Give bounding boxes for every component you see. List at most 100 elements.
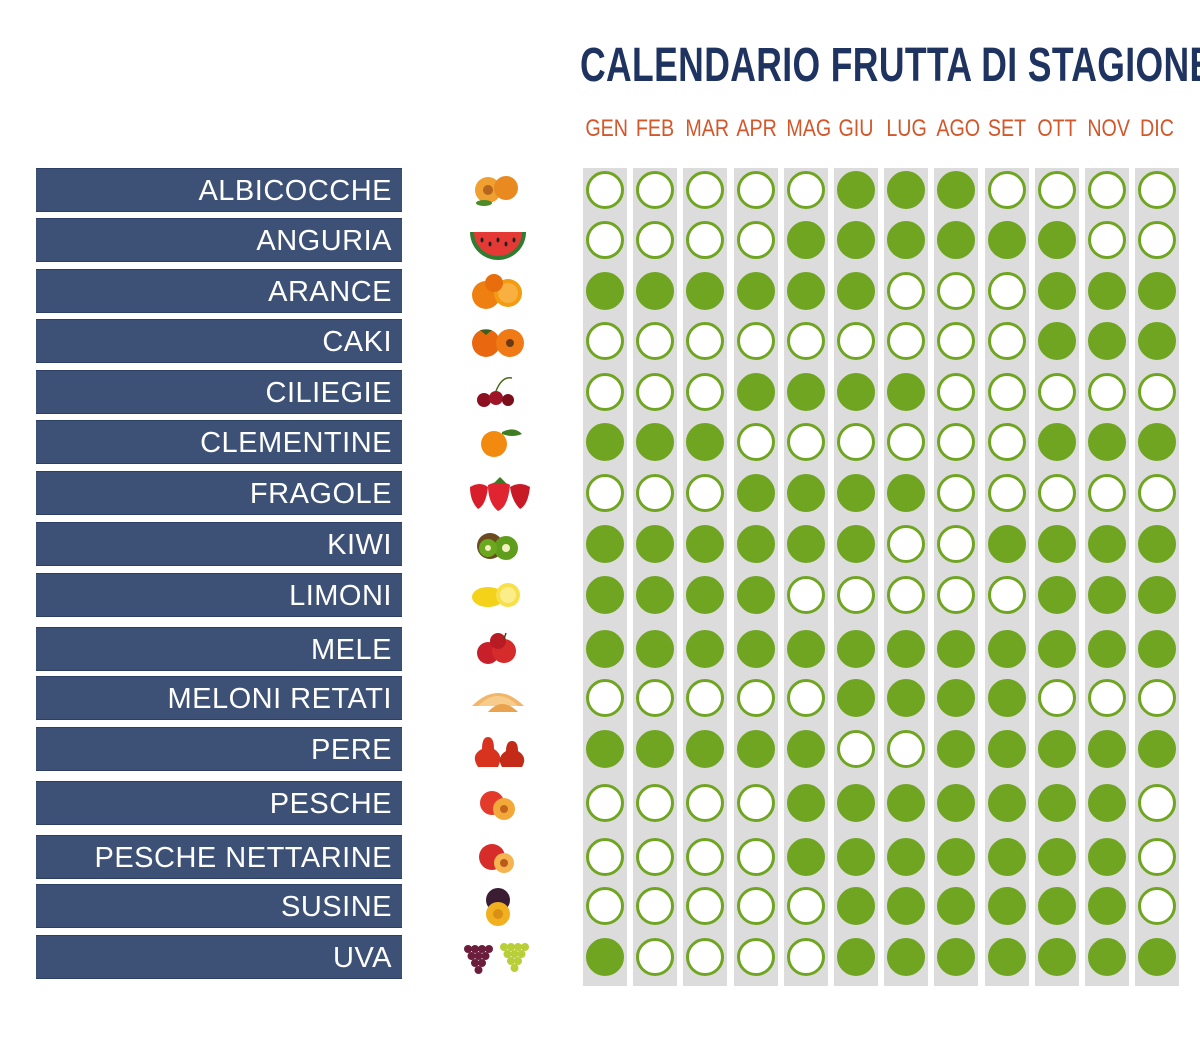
out-of-season-dot	[937, 576, 976, 614]
in-season-dot	[736, 630, 775, 668]
in-season-dot	[1088, 630, 1126, 668]
out-of-season-dot	[736, 838, 775, 876]
out-of-season-dot	[1088, 679, 1126, 717]
in-season-dot	[937, 171, 976, 209]
in-season-dot	[1037, 938, 1076, 976]
cherry-icon	[458, 370, 538, 414]
in-season-dot	[987, 630, 1026, 668]
in-season-dot	[1037, 838, 1076, 876]
fruit-row-label: CAKI	[36, 319, 402, 363]
in-season-dot	[686, 576, 725, 614]
in-season-dot	[1138, 272, 1177, 310]
out-of-season-dot	[987, 474, 1026, 512]
out-of-season-dot	[586, 322, 624, 360]
fruit-row-label: ARANCE	[36, 269, 402, 313]
out-of-season-dot	[1088, 373, 1126, 411]
out-of-season-dot	[987, 322, 1026, 360]
out-of-season-dot	[786, 171, 825, 209]
in-season-dot	[1138, 630, 1177, 668]
out-of-season-dot	[636, 171, 675, 209]
in-season-dot	[837, 272, 875, 310]
fruit-name: FRAGOLE	[249, 478, 392, 510]
in-season-dot	[837, 525, 875, 563]
grape-icon	[458, 935, 538, 979]
out-of-season-dot	[736, 171, 775, 209]
out-of-season-dot	[686, 679, 725, 717]
in-season-dot	[786, 373, 825, 411]
out-of-season-dot	[887, 423, 926, 461]
fruit-row-label: PERE	[36, 727, 402, 771]
melon-icon	[458, 676, 538, 720]
out-of-season-dot	[686, 784, 725, 822]
in-season-dot	[837, 838, 875, 876]
in-season-dot	[586, 525, 624, 563]
out-of-season-dot	[987, 423, 1026, 461]
in-season-dot	[1037, 221, 1076, 259]
fruit-name: CAKI	[322, 326, 392, 358]
out-of-season-dot	[636, 887, 675, 925]
month-label: NOV	[1087, 115, 1130, 142]
in-season-dot	[937, 630, 976, 668]
in-season-dot	[786, 525, 825, 563]
fruit-row-label: FRAGOLE	[36, 471, 402, 515]
out-of-season-dot	[837, 322, 875, 360]
out-of-season-dot	[786, 887, 825, 925]
in-season-dot	[887, 679, 926, 717]
in-season-dot	[1037, 423, 1076, 461]
in-season-dot	[1138, 576, 1177, 614]
out-of-season-dot	[686, 938, 725, 976]
out-of-season-dot	[586, 838, 624, 876]
in-season-dot	[586, 730, 624, 768]
out-of-season-dot	[686, 887, 725, 925]
out-of-season-dot	[786, 938, 825, 976]
out-of-season-dot	[736, 887, 775, 925]
lemon-icon	[458, 573, 538, 617]
out-of-season-dot	[636, 938, 675, 976]
out-of-season-dot	[736, 679, 775, 717]
in-season-dot	[937, 221, 976, 259]
in-season-dot	[987, 938, 1026, 976]
strawberry-icon	[458, 471, 538, 515]
in-season-dot	[636, 630, 675, 668]
out-of-season-dot	[736, 423, 775, 461]
out-of-season-dot	[586, 679, 624, 717]
in-season-dot	[987, 887, 1026, 925]
in-season-dot	[837, 887, 875, 925]
fruit-row-label: MELE	[36, 627, 402, 671]
apple-icon	[458, 627, 538, 671]
month-label: FEB	[636, 115, 675, 142]
nectarine-icon	[458, 835, 538, 879]
in-season-dot	[686, 423, 725, 461]
in-season-dot	[786, 272, 825, 310]
out-of-season-dot	[1037, 171, 1076, 209]
out-of-season-dot	[786, 322, 825, 360]
out-of-season-dot	[586, 373, 624, 411]
out-of-season-dot	[1037, 474, 1076, 512]
in-season-dot	[937, 679, 976, 717]
in-season-dot	[1037, 576, 1076, 614]
out-of-season-dot	[1138, 474, 1177, 512]
out-of-season-dot	[987, 576, 1026, 614]
plum-icon	[458, 884, 538, 928]
out-of-season-dot	[736, 784, 775, 822]
in-season-dot	[837, 373, 875, 411]
in-season-dot	[736, 576, 775, 614]
out-of-season-dot	[736, 938, 775, 976]
in-season-dot	[786, 730, 825, 768]
in-season-dot	[837, 630, 875, 668]
out-of-season-dot	[887, 576, 926, 614]
out-of-season-dot	[837, 576, 875, 614]
in-season-dot	[1037, 272, 1076, 310]
in-season-dot	[937, 730, 976, 768]
fruit-name: SUSINE	[281, 891, 392, 923]
in-season-dot	[1138, 938, 1177, 976]
out-of-season-dot	[1138, 887, 1177, 925]
fruit-name: MELONI RETATI	[167, 683, 392, 715]
in-season-dot	[887, 938, 926, 976]
in-season-dot	[937, 784, 976, 822]
out-of-season-dot	[686, 474, 725, 512]
out-of-season-dot	[1138, 373, 1177, 411]
out-of-season-dot	[636, 373, 675, 411]
in-season-dot	[1088, 272, 1126, 310]
in-season-dot	[1037, 730, 1076, 768]
